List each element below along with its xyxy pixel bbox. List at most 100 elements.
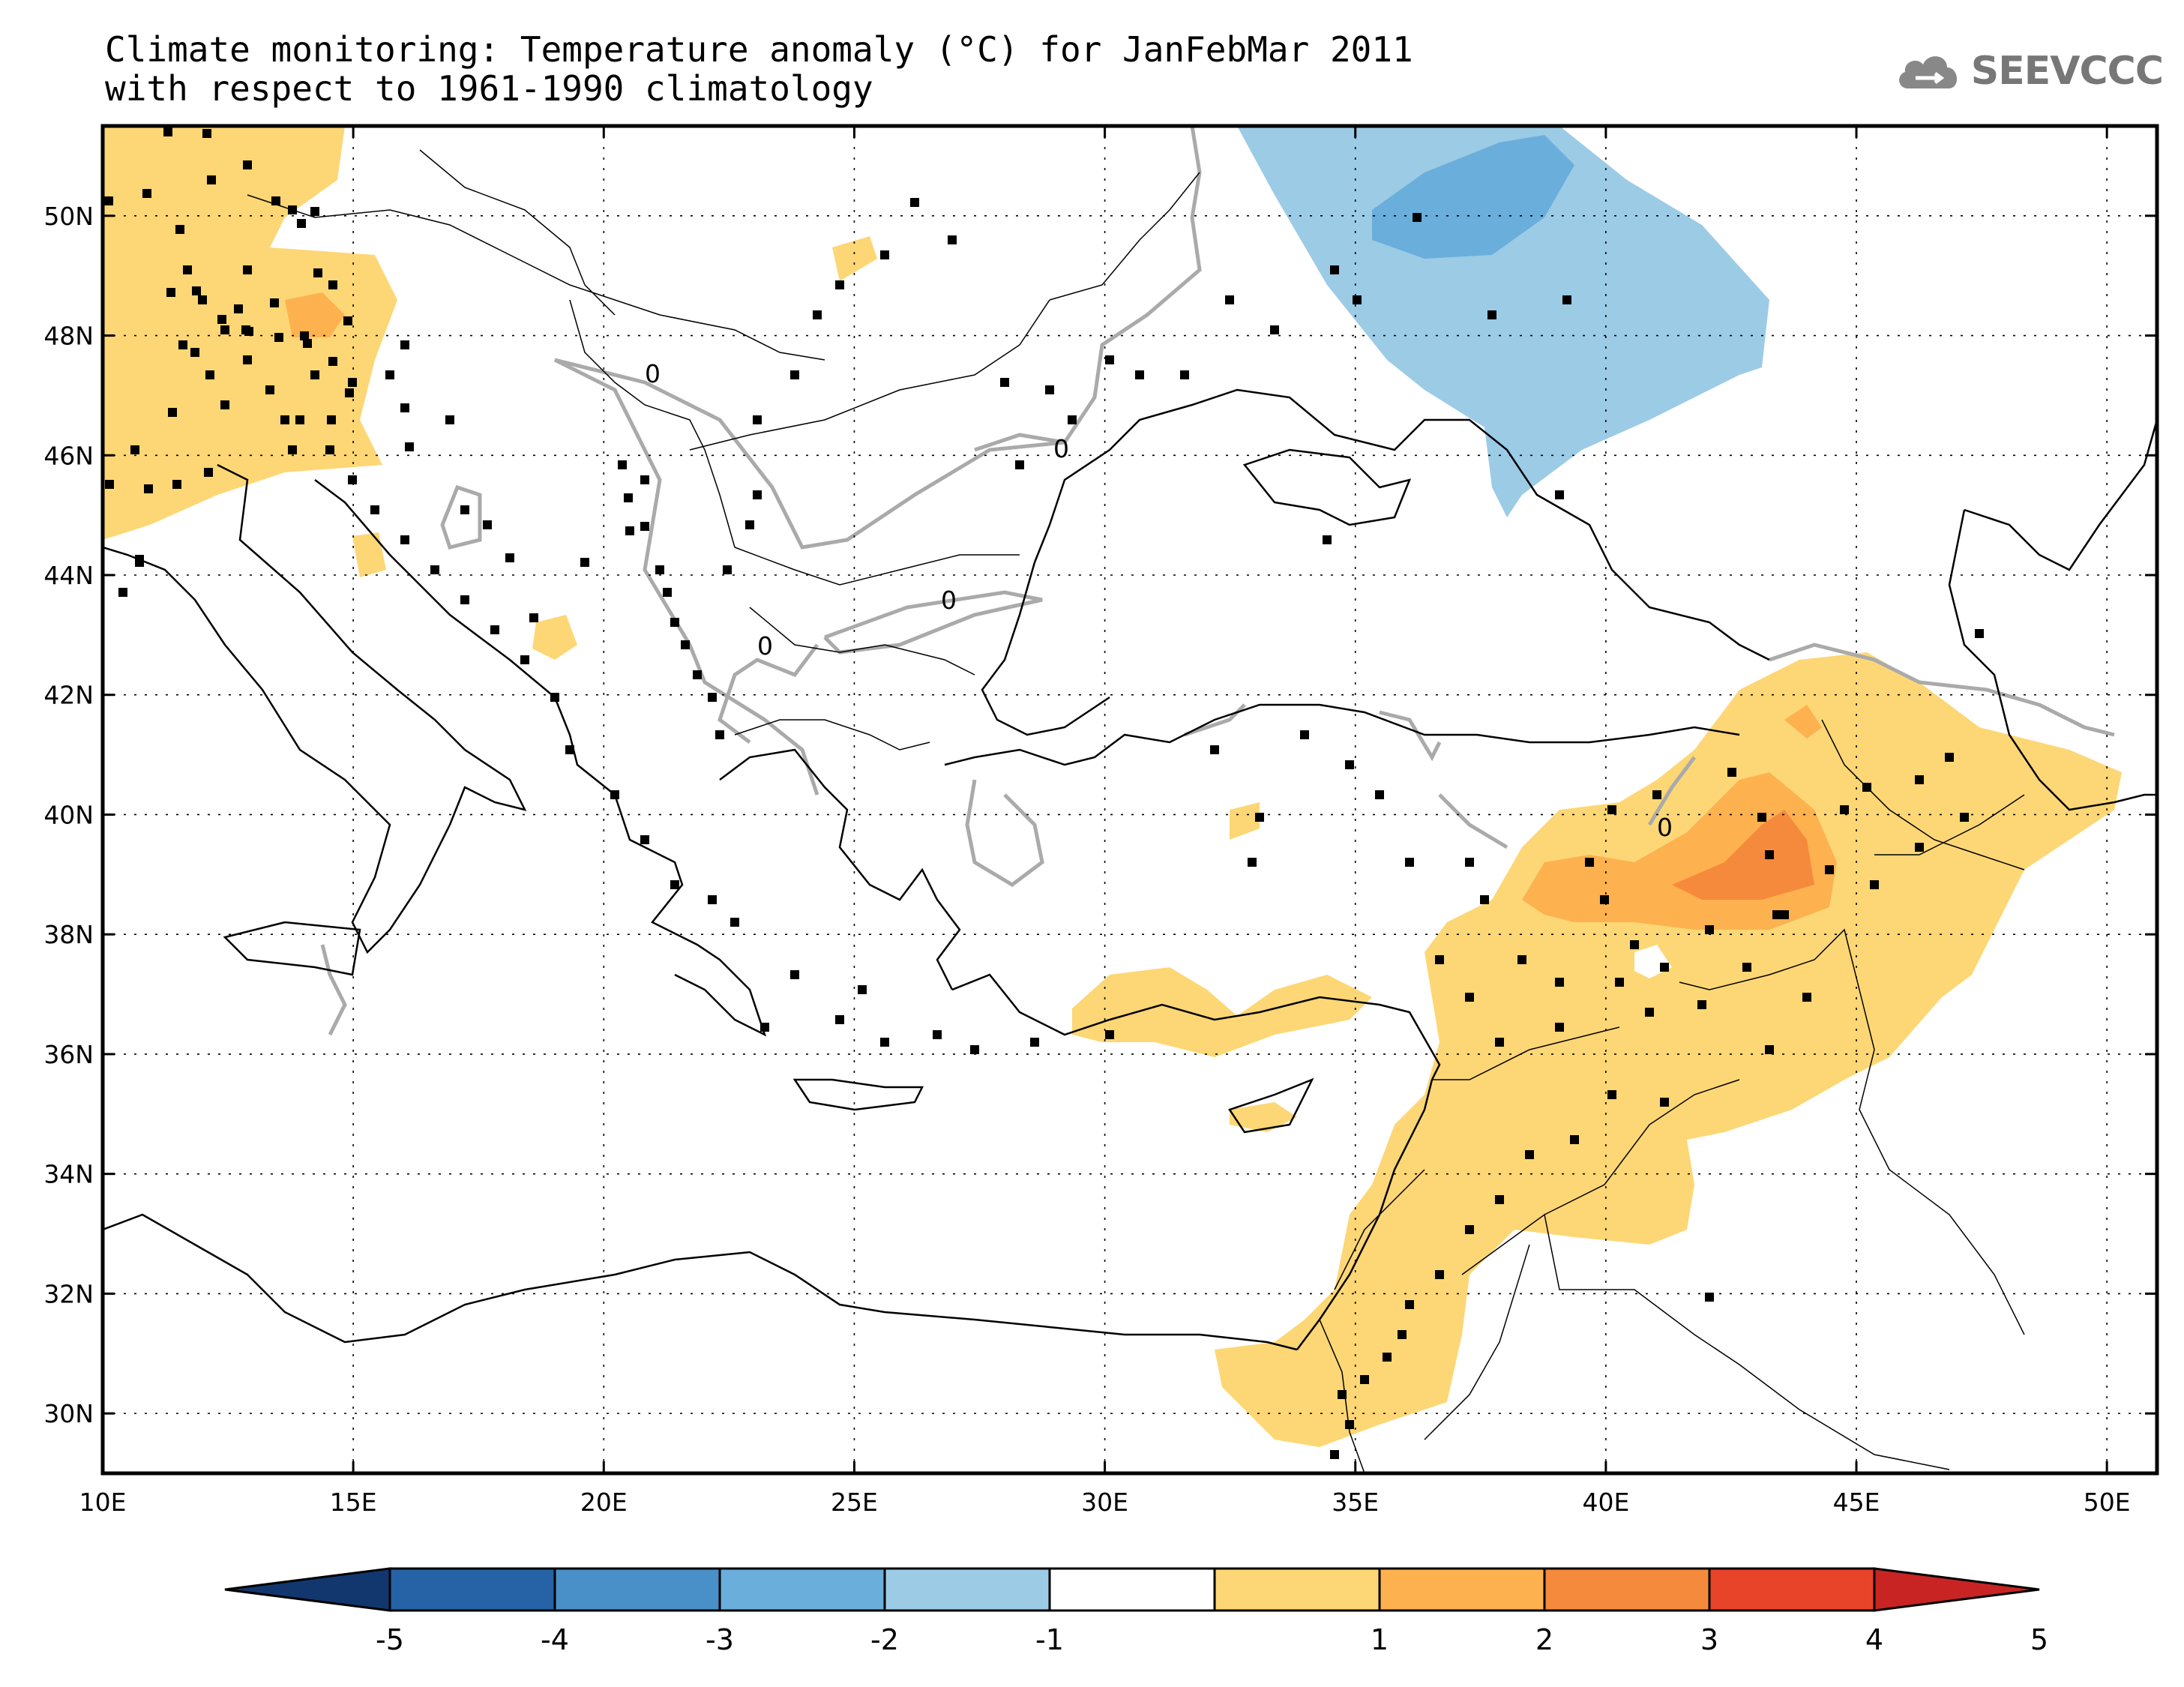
station-marker	[1765, 850, 1774, 859]
station-marker	[1487, 310, 1496, 319]
station-marker	[1615, 978, 1624, 987]
station-marker	[1270, 325, 1279, 334]
station-marker	[1660, 1098, 1669, 1107]
station-marker	[270, 298, 279, 307]
station-marker	[183, 265, 192, 274]
station-marker	[1180, 370, 1189, 379]
station-marker	[280, 415, 289, 424]
station-marker	[1030, 1038, 1039, 1047]
station-marker	[1517, 955, 1526, 964]
station-marker	[1345, 760, 1354, 769]
chart-title-line-2: with respect to 1961-1990 climatology	[105, 68, 873, 109]
station-marker	[1652, 790, 1661, 799]
station-marker	[1562, 295, 1571, 304]
colorbar-label: 3	[1700, 1623, 1718, 1656]
station-marker	[345, 388, 354, 397]
station-marker	[205, 370, 214, 379]
station-marker	[1600, 895, 1609, 904]
station-marker	[300, 331, 309, 340]
station-marker	[163, 127, 172, 136]
station-marker	[1772, 910, 1781, 919]
station-marker	[405, 442, 414, 451]
y-tick-label: 32N	[43, 1279, 94, 1308]
station-marker	[1465, 993, 1474, 1002]
anomaly-shading	[103, 126, 2122, 1447]
station-marker	[1607, 805, 1616, 814]
cloud-icon	[1898, 56, 1957, 88]
station-marker	[297, 219, 306, 228]
station-marker	[618, 460, 627, 469]
station-marker	[1862, 783, 1871, 792]
x-tick-label: 10E	[79, 1488, 127, 1517]
station-marker	[288, 205, 297, 214]
station-marker	[1555, 490, 1564, 499]
x-tick-label: 35E	[1332, 1488, 1379, 1517]
station-marker	[670, 880, 679, 889]
colorbar-bin	[718, 1567, 886, 1612]
y-tick-label: 50N	[43, 202, 94, 231]
warm-anomaly-caucasus	[1784, 705, 1822, 739]
colorbar: -5 -4 -3 -2 -1 1 2 3 4 5	[224, 1567, 2048, 1656]
station-marker	[135, 558, 144, 567]
station-marker	[1398, 1330, 1407, 1339]
contour-label: 0	[645, 359, 661, 388]
station-marker	[1705, 925, 1714, 934]
station-marker	[1353, 295, 1362, 304]
station-marker	[1765, 1045, 1774, 1054]
station-marker	[880, 1038, 889, 1047]
warm-anomaly-bosnia	[532, 615, 577, 660]
station-marker	[1975, 629, 1984, 638]
station-marker	[760, 1023, 769, 1032]
station-marker	[1780, 910, 1789, 919]
station-marker	[445, 415, 454, 424]
y-tick-label: 40N	[43, 800, 94, 829]
seevccc-logo: SEEVCCC	[1893, 45, 2164, 97]
station-marker	[234, 304, 243, 313]
warm-anomaly-max	[1672, 810, 1814, 900]
station-marker	[730, 918, 739, 927]
station-marker	[625, 526, 634, 535]
y-tick-label: 46N	[43, 441, 94, 470]
station-marker	[1802, 993, 1811, 1002]
colorbar-label: -2	[870, 1623, 899, 1656]
station-marker	[166, 288, 175, 297]
cool-anomaly-region	[1237, 126, 1769, 517]
station-marker	[505, 553, 514, 562]
station-marker	[813, 310, 822, 319]
station-marker	[624, 493, 633, 502]
station-marker	[1645, 1008, 1654, 1017]
contour-label: 0	[1053, 434, 1069, 463]
x-tick-label: 50E	[2084, 1488, 2131, 1517]
station-marker	[1105, 355, 1114, 364]
station-marker	[580, 558, 589, 567]
station-marker	[1742, 963, 1751, 972]
y-tick-label: 36N	[43, 1040, 94, 1069]
colorbar-arrow-high	[1873, 1567, 2040, 1612]
station-marker	[400, 403, 409, 412]
y-tick-label: 44N	[43, 561, 94, 590]
station-marker	[1413, 213, 1422, 222]
station-marker	[1660, 963, 1669, 972]
station-marker	[1360, 1375, 1369, 1384]
station-marker	[1525, 1150, 1534, 1159]
x-tick-label: 30E	[1081, 1488, 1128, 1517]
station-marker	[400, 340, 409, 349]
station-marker	[175, 225, 184, 234]
station-marker	[328, 280, 337, 289]
station-marker	[271, 196, 280, 205]
station-marker	[288, 445, 297, 454]
station-marker	[1915, 843, 1924, 852]
colorbar-bin	[883, 1567, 1051, 1612]
station-marker	[1555, 1023, 1564, 1032]
station-marker	[217, 315, 226, 324]
warm-anomaly-ukraine-patch	[832, 236, 877, 281]
y-tick-label: 42N	[43, 681, 94, 710]
station-marker	[520, 655, 529, 664]
y-tick-label: 38N	[43, 920, 94, 949]
station-marker	[400, 535, 409, 544]
station-marker	[970, 1045, 979, 1054]
contour-label: 0	[757, 631, 773, 661]
station-marker	[1825, 865, 1834, 874]
station-marker	[343, 316, 352, 325]
x-tick-label: 15E	[330, 1488, 377, 1517]
